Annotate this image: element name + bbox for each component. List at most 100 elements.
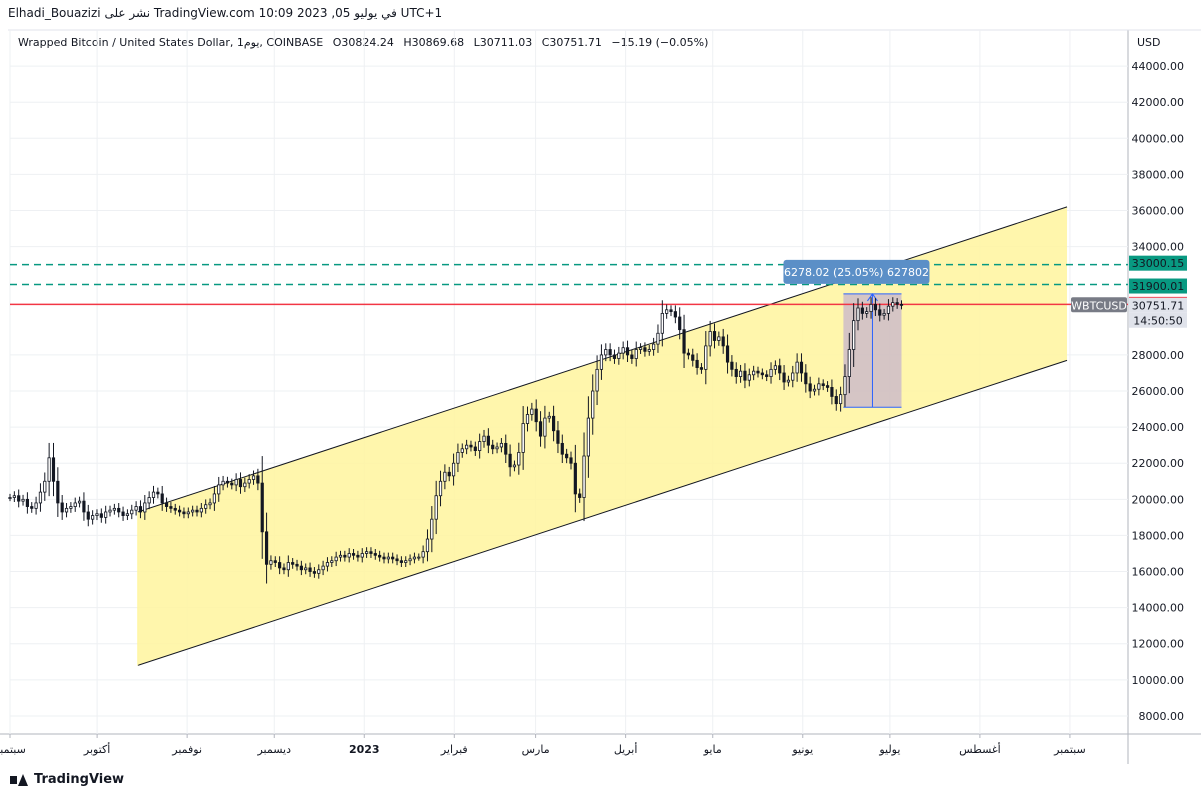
- candle-body: [834, 396, 838, 405]
- candle-body: [356, 554, 360, 558]
- x-tick-label: فبراير: [440, 743, 468, 756]
- candle-body: [682, 329, 686, 354]
- x-tick-label: مايو: [703, 743, 722, 756]
- candle-body: [756, 370, 760, 374]
- candle-body: [669, 309, 673, 312]
- candle-body: [869, 303, 873, 312]
- candle-body: [721, 336, 725, 347]
- x-tick-label: يونيو: [791, 743, 813, 756]
- candle-body: [634, 349, 638, 359]
- tradingview-logo-icon: [10, 773, 28, 786]
- x-tick-label: سبتمبر: [0, 743, 26, 756]
- symbol-tag-label: WBTCUSD: [1071, 299, 1127, 312]
- candle-body: [582, 455, 586, 498]
- currency-label: USD: [1137, 36, 1161, 49]
- candle-body: [151, 491, 156, 498]
- candle-body: [204, 504, 208, 509]
- candle-body: [652, 343, 656, 350]
- candle-body: [156, 491, 160, 495]
- candle-body: [25, 498, 29, 507]
- candle-body: [447, 471, 451, 477]
- candle-body: [286, 562, 290, 571]
- candle-body: [43, 480, 47, 493]
- candle-body: [499, 442, 504, 448]
- candle-body: [769, 368, 773, 377]
- candle-body: [417, 556, 421, 559]
- candle-body: [473, 446, 477, 451]
- candle-body: [365, 551, 369, 554]
- candle-body: [147, 497, 151, 504]
- candle-body: [695, 359, 699, 368]
- candle-body: [621, 347, 625, 354]
- candle-body: [199, 507, 203, 513]
- candle-body: [64, 507, 69, 513]
- x-tick-label: أكتوبر: [83, 742, 110, 756]
- candle-body: [643, 347, 647, 352]
- candle-body: [895, 302, 899, 305]
- price-tag-bg: [1129, 255, 1187, 271]
- candle-body: [195, 509, 199, 513]
- countdown-bg: [1129, 312, 1187, 328]
- candle-body: [786, 379, 791, 383]
- tradingview-footer: TradingView: [10, 772, 124, 787]
- candle-body: [738, 370, 743, 377]
- candle-body: [225, 480, 230, 484]
- candle-body: [77, 500, 82, 504]
- x-tick-label: يوليو: [878, 743, 900, 756]
- candle-body: [378, 554, 382, 558]
- candle-body: [373, 553, 377, 556]
- candle-body: [178, 509, 182, 513]
- ohlc-high: H30869.68: [403, 36, 465, 49]
- candle-body: [521, 423, 525, 453]
- candle-body: [117, 507, 121, 513]
- candle-body: [556, 430, 560, 444]
- y-tick-label: 42000.00: [1132, 96, 1185, 109]
- candle-body: [230, 482, 234, 486]
- candle-body: [839, 394, 843, 405]
- candle-body: [578, 493, 582, 498]
- y-tick-label: 40000.00: [1132, 132, 1185, 145]
- candle-body: [338, 554, 343, 558]
- candle-body: [121, 511, 125, 516]
- y-tick-label: 20000.00: [1132, 493, 1185, 506]
- y-tick-label: 22000.00: [1132, 457, 1185, 470]
- candle-body: [104, 511, 108, 518]
- candle-body: [8, 497, 12, 499]
- candle-body: [591, 390, 595, 419]
- candle-body: [95, 513, 99, 516]
- candle-body: [430, 518, 434, 540]
- candle-body: [725, 345, 730, 363]
- candle-body: [638, 347, 643, 350]
- ohlc-open: O30824.24: [332, 36, 394, 49]
- candle-body: [791, 372, 795, 381]
- candle-body: [217, 484, 221, 495]
- candle-body: [482, 435, 486, 442]
- candle-body: [765, 374, 769, 377]
- candle-body: [312, 571, 317, 574]
- ohlc-change: −15.19 (−0.05%): [611, 36, 709, 49]
- candle-body: [334, 556, 338, 562]
- candle-body: [412, 556, 417, 560]
- candle-body: [212, 493, 216, 504]
- y-tick-label: 34000.00: [1132, 241, 1185, 254]
- candle-body: [56, 480, 60, 504]
- price-tag-label: 33000.15: [1132, 257, 1185, 270]
- x-tick-label: ديسمبر: [256, 743, 291, 756]
- candle-body: [221, 480, 225, 486]
- candle-body: [573, 462, 577, 495]
- y-tick-label: 8000.00: [1139, 710, 1185, 723]
- candle-body: [543, 417, 547, 437]
- candle-body: [308, 567, 312, 572]
- x-tick-label: أبريل: [614, 742, 638, 756]
- candle-body: [660, 313, 664, 334]
- candle-body: [878, 309, 882, 316]
- x-tick-label: سبتمبر: [1053, 743, 1086, 756]
- candle-body: [730, 361, 734, 370]
- candle-body: [330, 560, 334, 563]
- candle-body: [130, 509, 134, 515]
- y-tick-label: 10000.00: [1132, 674, 1185, 687]
- candle-body: [291, 562, 295, 565]
- x-tick-label: نوفمبر: [171, 743, 202, 756]
- candle-body: [617, 352, 621, 359]
